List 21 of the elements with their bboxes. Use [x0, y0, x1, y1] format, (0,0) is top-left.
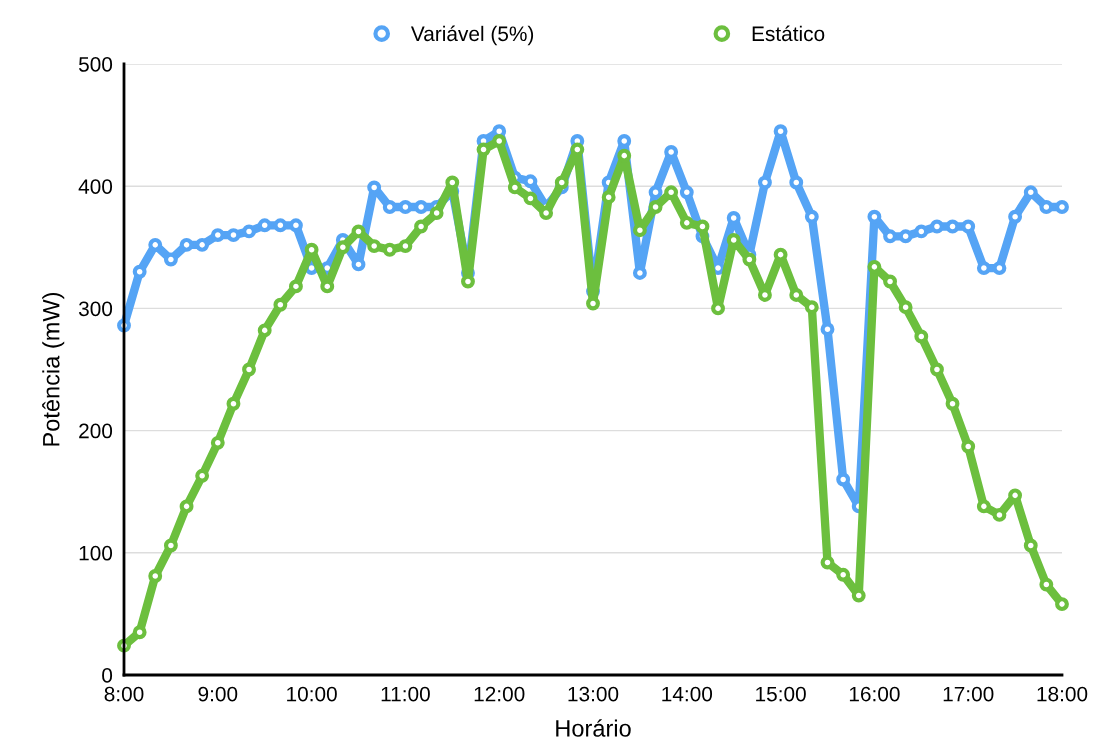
legend-label: Estático: [752, 25, 825, 42]
legend-label: Variável (5%): [410, 25, 534, 46]
x-tick-label: 14:00: [662, 686, 713, 702]
x-tick-label: 16:00: [849, 686, 900, 702]
y-tick-label: 400: [78, 179, 113, 194]
x-tick-label: 11:00: [381, 686, 430, 702]
x-tick-label: 15:00: [756, 686, 806, 702]
y-tick-label: 300: [78, 301, 113, 317]
y-axis-title: Potência (mW): [42, 292, 65, 446]
x-tick-label: 17:00: [943, 686, 994, 702]
x-tick-label: 10:00: [287, 686, 337, 702]
x-tick-label: 18:00: [1037, 686, 1088, 702]
x-tick-label: 13:00: [568, 686, 619, 702]
x-tick-label: 8:00: [104, 686, 144, 702]
x-tick-label: 9:00: [198, 686, 238, 702]
y-tick-label: 0: [102, 668, 113, 683]
x-axis-title: Horário: [556, 719, 631, 737]
y-tick-label: 500: [78, 57, 113, 72]
y-tick-label: 200: [79, 423, 113, 439]
x-tick-label: 12:00: [474, 686, 525, 702]
y-tick-label: 100: [79, 545, 113, 561]
